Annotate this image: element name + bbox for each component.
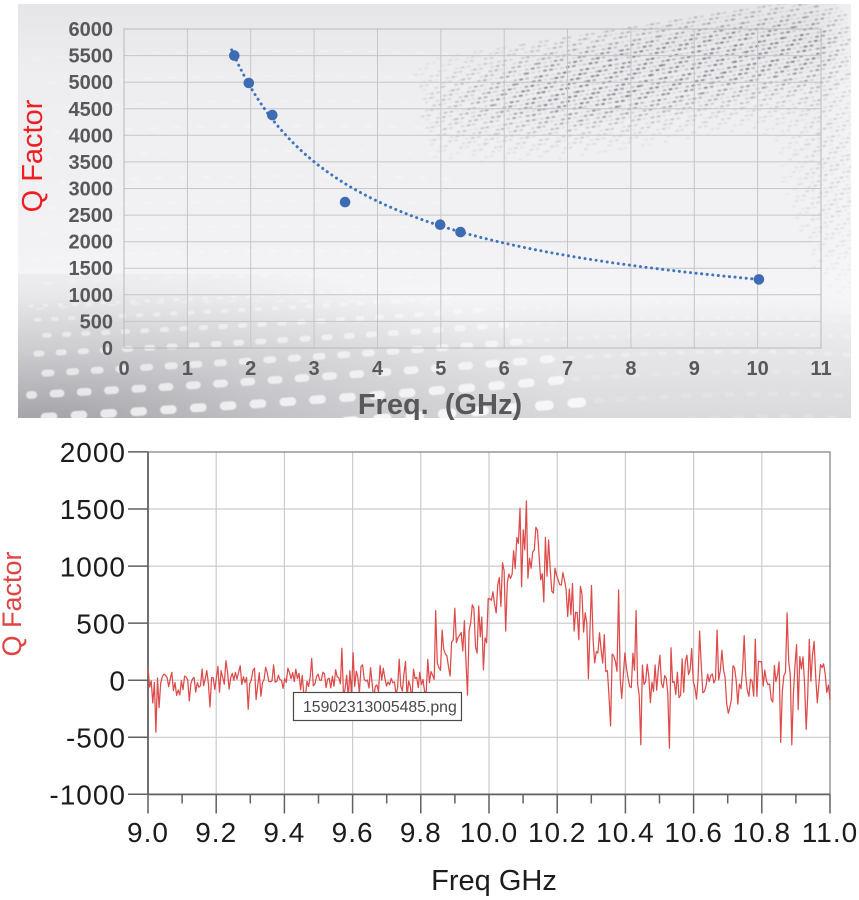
svg-text:1000: 1000 (60, 551, 126, 582)
svg-text:1000: 1000 (69, 285, 114, 307)
svg-text:4: 4 (372, 358, 384, 380)
svg-text:11: 11 (810, 358, 831, 380)
svg-text:500: 500 (76, 608, 126, 639)
svg-text:-1000: -1000 (49, 780, 126, 811)
svg-text:-500: -500 (66, 723, 126, 754)
svg-text:500: 500 (80, 311, 113, 333)
svg-text:3: 3 (309, 358, 320, 380)
svg-text:11.0: 11.0 (802, 817, 858, 848)
svg-text:1500: 1500 (69, 258, 114, 280)
svg-text:5000: 5000 (69, 72, 114, 94)
svg-text:15902313005485.png: 15902313005485.png (303, 699, 457, 716)
svg-text:8: 8 (625, 358, 636, 380)
svg-text:5500: 5500 (69, 46, 114, 68)
svg-text:10.4: 10.4 (596, 817, 655, 848)
svg-text:Freq GHz: Freq GHz (431, 865, 557, 897)
svg-text:Q Factor: Q Factor (0, 551, 27, 656)
svg-text:Q Factor: Q Factor (17, 99, 49, 212)
svg-text:1500: 1500 (60, 494, 126, 525)
svg-text:2000: 2000 (60, 437, 126, 468)
svg-text:0: 0 (102, 338, 113, 360)
svg-text:4000: 4000 (69, 125, 114, 147)
svg-text:10.6: 10.6 (664, 817, 723, 848)
svg-text:10.0: 10.0 (460, 817, 519, 848)
svg-text:0: 0 (109, 665, 126, 696)
svg-text:3000: 3000 (69, 179, 114, 201)
svg-text:9.8: 9.8 (400, 817, 442, 848)
svg-text:7: 7 (562, 358, 573, 380)
svg-text:1: 1 (182, 358, 193, 380)
svg-text:6: 6 (499, 358, 510, 380)
svg-text:10.2: 10.2 (528, 817, 587, 848)
svg-text:2500: 2500 (69, 205, 114, 227)
svg-text:4500: 4500 (69, 99, 114, 121)
svg-text:0: 0 (118, 358, 129, 380)
svg-text:3500: 3500 (69, 152, 114, 174)
svg-text:9.6: 9.6 (332, 817, 374, 848)
svg-text:9.0: 9.0 (127, 817, 169, 848)
svg-text:9.4: 9.4 (263, 817, 305, 848)
svg-text:6000: 6000 (69, 19, 114, 41)
svg-text:Freq. (GHz): Freq. (GHz) (358, 389, 522, 421)
svg-text:5: 5 (435, 358, 446, 380)
svg-text:10: 10 (746, 358, 768, 380)
svg-text:2000: 2000 (69, 232, 114, 254)
svg-text:9.2: 9.2 (195, 817, 237, 848)
svg-text:10.8: 10.8 (733, 817, 792, 848)
svg-text:2: 2 (245, 358, 256, 380)
svg-text:9: 9 (689, 358, 700, 380)
